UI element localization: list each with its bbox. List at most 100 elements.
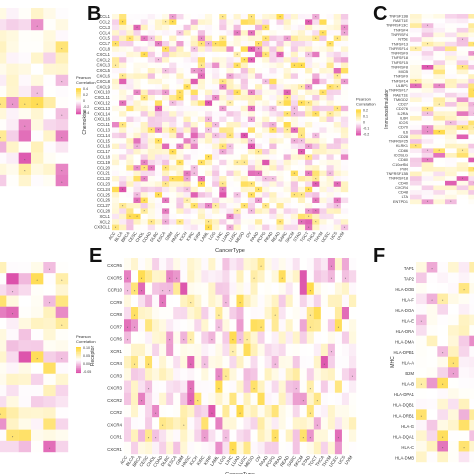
heatmap-cell	[437, 367, 449, 378]
heatmap-cell	[240, 57, 249, 63]
heatmap-cell	[271, 319, 279, 332]
heatmap-cell	[133, 181, 141, 187]
heatmap-cell	[219, 89, 227, 96]
heatmap-cell	[285, 417, 293, 430]
significance-mark: *	[169, 338, 171, 342]
heatmap-cell	[340, 176, 349, 182]
heatmap-cell	[297, 138, 306, 144]
heatmap-cell	[271, 441, 279, 455]
heatmap-cell	[183, 89, 191, 96]
heatmap-cell	[257, 294, 265, 308]
heatmap-cell	[326, 176, 334, 182]
heatmap-cell	[305, 30, 313, 36]
heatmap-cell	[333, 149, 342, 155]
heatmap-cell	[18, 74, 32, 87]
heatmap-cell	[240, 154, 249, 160]
column-label: THYM	[321, 454, 332, 467]
significance-mark: *	[186, 177, 188, 181]
heatmap-cell	[219, 154, 227, 160]
significance-mark: *	[158, 107, 160, 111]
heatmap-cell	[140, 78, 148, 85]
heatmap-cell	[55, 284, 69, 296]
heatmap-cell	[247, 122, 256, 128]
row-label: CCL22	[97, 176, 111, 181]
heatmap-cell	[269, 159, 277, 166]
heatmap-cell	[445, 153, 457, 158]
heatmap-cell	[276, 165, 284, 171]
significance-mark: *	[204, 436, 206, 440]
heatmap-cell	[348, 307, 357, 320]
significance-mark: *	[272, 107, 274, 111]
heatmap-cell	[176, 105, 184, 112]
heatmap-cell	[445, 125, 457, 131]
heatmap-cell	[190, 197, 199, 204]
heatmap-cell	[247, 24, 256, 31]
significance-mark: *	[322, 32, 324, 36]
heatmap-cell	[445, 120, 457, 126]
heatmap-cell	[154, 138, 163, 144]
heatmap-cell	[319, 89, 327, 96]
heatmap-cell	[426, 335, 438, 347]
heatmap-cell	[278, 368, 286, 381]
significance-mark: *	[134, 314, 136, 318]
heatmap-cell	[290, 154, 299, 160]
heatmap-cell	[197, 95, 206, 101]
heatmap-cell	[333, 186, 342, 193]
heatmap-cell	[215, 282, 223, 295]
column-label: UCS	[329, 231, 338, 241]
heatmap-cell	[154, 213, 163, 220]
heatmap-cell	[212, 149, 220, 155]
heatmap-cell	[131, 368, 139, 381]
heatmap-cell	[162, 30, 170, 36]
heatmap-cell	[229, 356, 237, 369]
heatmap-cell	[169, 14, 177, 20]
significance-mark: *	[301, 102, 303, 106]
legend-title: Pearson	[76, 75, 91, 80]
heatmap-cell	[299, 319, 307, 332]
heatmap-cell	[348, 270, 357, 283]
heatmap-cell	[255, 24, 263, 31]
heatmap-cell	[215, 294, 223, 308]
heatmap-cell	[133, 122, 141, 128]
heatmap-cell	[264, 429, 272, 442]
heatmap-cell	[416, 293, 427, 305]
heatmap-cell	[278, 405, 286, 418]
heatmap-cell	[233, 143, 241, 150]
heatmap-cell	[43, 329, 56, 341]
heatmap-cell	[219, 132, 227, 139]
heatmap-cell	[333, 41, 342, 47]
heatmap-cell	[126, 41, 134, 47]
heatmap-cell	[166, 294, 174, 308]
heatmap-cell	[6, 418, 19, 430]
heatmap-cell	[264, 417, 272, 430]
heatmap-cell	[236, 368, 244, 381]
heatmap-cell	[333, 203, 342, 209]
heatmap-cell	[190, 149, 199, 155]
significance-mark: *	[24, 125, 26, 129]
heatmap-cell	[421, 190, 434, 195]
heatmap-cell	[320, 417, 329, 430]
column-label: PCPG	[256, 231, 267, 244]
heatmap-cell	[126, 35, 134, 42]
heatmap-cell	[410, 102, 422, 107]
heatmap-cell	[426, 409, 438, 421]
heatmap-cell	[43, 407, 56, 419]
heatmap-cell	[176, 176, 184, 182]
heatmap-cell	[257, 270, 265, 283]
heatmap-cell	[262, 78, 270, 85]
heatmap-cell	[169, 149, 177, 155]
heatmap-cell	[212, 186, 220, 193]
heatmap-cell	[421, 162, 434, 168]
heatmap-cell	[131, 356, 139, 369]
significance-mark: *	[215, 42, 217, 46]
heatmap-cell	[18, 130, 32, 142]
row-label: CD276	[396, 107, 408, 111]
row-label: RAET1E	[393, 19, 408, 23]
heatmap-cell	[154, 154, 163, 160]
significance-mark: *	[165, 210, 167, 214]
heatmap-cell	[290, 89, 299, 96]
heatmap-cell	[445, 69, 457, 75]
heatmap-cell	[204, 192, 213, 198]
heatmap-cell	[126, 203, 134, 209]
heatmap-cell	[219, 159, 227, 166]
